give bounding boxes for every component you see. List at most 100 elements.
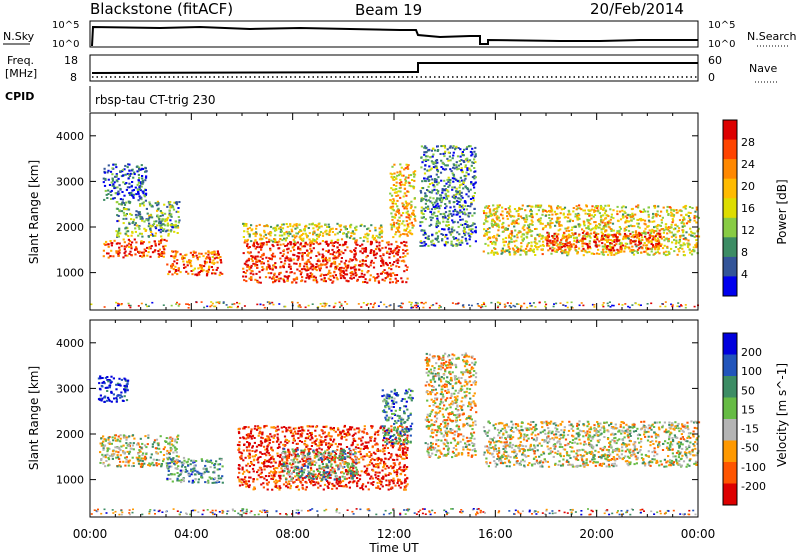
data-cell <box>272 303 275 306</box>
data-cell <box>452 213 455 216</box>
data-cell <box>339 272 342 275</box>
data-cell <box>412 185 415 188</box>
data-cell <box>680 305 683 307</box>
data-cell <box>310 276 313 279</box>
data-cell <box>291 281 294 284</box>
data-cell <box>640 304 642 306</box>
data-cell <box>574 213 577 216</box>
data-cell <box>630 219 633 222</box>
data-cell <box>605 245 609 248</box>
data-cell <box>259 303 262 306</box>
data-cell <box>290 259 293 262</box>
data-cell <box>590 214 593 217</box>
data-cell <box>607 238 610 241</box>
data-cell <box>471 161 474 164</box>
data-cell <box>461 236 464 239</box>
data-cell <box>151 225 154 228</box>
data-cell <box>528 215 531 218</box>
data-cell <box>360 223 363 226</box>
data-cell <box>427 205 430 208</box>
data-cell <box>600 251 603 254</box>
data-cell <box>364 247 367 249</box>
data-cell <box>421 180 424 183</box>
data-cell <box>395 191 398 194</box>
data-cell <box>629 240 632 243</box>
data-cell <box>156 208 159 211</box>
data-cell <box>450 242 453 245</box>
data-cell <box>410 232 413 235</box>
data-cell <box>504 227 507 230</box>
data-cell <box>189 259 193 262</box>
data-cell <box>678 241 681 244</box>
data-cell <box>653 204 657 207</box>
data-cell <box>427 238 430 240</box>
data-cell <box>510 223 513 225</box>
data-cell <box>639 217 643 220</box>
data-cell <box>372 254 376 257</box>
data-cell <box>678 239 681 242</box>
data-cell <box>640 219 643 222</box>
data-cell <box>209 466 212 469</box>
data-cell <box>166 217 169 220</box>
data-cell <box>282 243 285 246</box>
data-cell <box>174 250 177 253</box>
data-cell <box>300 271 303 274</box>
data-cell <box>401 183 404 186</box>
data-cell <box>611 240 614 242</box>
data-cell <box>121 198 124 201</box>
data-cell <box>170 264 173 267</box>
data-cell <box>398 220 401 223</box>
data-cell <box>491 219 494 222</box>
data-cell <box>398 223 401 225</box>
data-cell <box>379 255 382 258</box>
data-cell <box>110 189 113 192</box>
data-cell <box>423 244 426 247</box>
data-cell <box>520 305 523 308</box>
data-cell <box>655 243 658 245</box>
data-cell <box>570 244 573 247</box>
data-cell <box>119 394 122 397</box>
data-cell <box>634 243 637 246</box>
data-cell <box>535 204 538 207</box>
data-cell <box>314 266 318 268</box>
data-cell <box>115 166 118 169</box>
data-cell <box>492 251 495 254</box>
data-cell <box>328 226 331 228</box>
data-cell <box>440 145 443 148</box>
data-cell <box>200 266 204 269</box>
data-cell <box>324 223 327 226</box>
data-cell <box>500 249 503 252</box>
data-cell <box>167 442 170 445</box>
data-cell <box>528 204 531 207</box>
data-cell <box>249 251 252 254</box>
data-cell <box>393 188 396 191</box>
data-cell <box>135 241 138 244</box>
data-cell <box>159 435 162 438</box>
colorbar-swatch <box>723 237 737 258</box>
data-cell <box>466 146 469 149</box>
data-cell <box>609 247 613 250</box>
data-cell <box>463 161 466 163</box>
data-cell <box>352 273 355 276</box>
data-cell <box>652 231 655 234</box>
data-cell <box>563 245 566 248</box>
data-cell <box>431 182 434 185</box>
data-cell <box>492 209 495 212</box>
data-cell <box>692 246 695 249</box>
data-cell <box>563 251 566 254</box>
data-cell <box>246 265 249 268</box>
data-cell <box>546 242 549 245</box>
data-cell <box>243 279 246 282</box>
data-cell <box>120 378 123 381</box>
data-cell <box>551 242 554 245</box>
data-cell <box>488 214 491 217</box>
data-cell <box>404 264 407 267</box>
data-cell <box>171 273 174 276</box>
data-cell <box>443 185 446 187</box>
data-cell <box>197 271 200 274</box>
data-cell <box>648 253 651 256</box>
data-cell <box>586 227 589 230</box>
data-cell <box>292 245 296 248</box>
data-cell <box>398 235 401 238</box>
data-cell <box>496 207 499 210</box>
